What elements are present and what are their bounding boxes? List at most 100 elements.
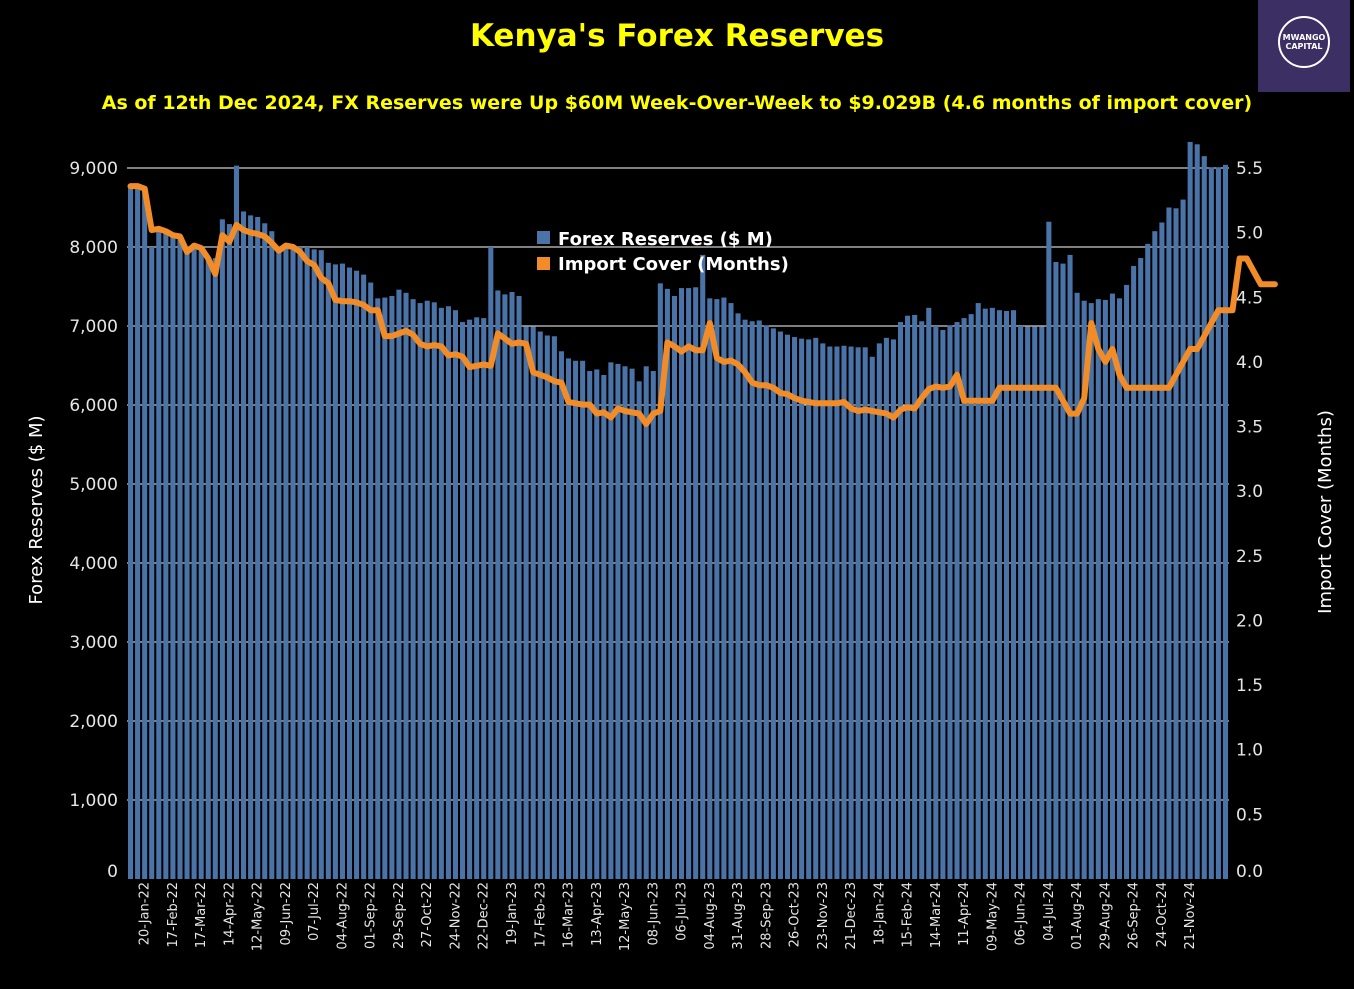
bar	[1003, 310, 1010, 879]
bar	[1081, 300, 1087, 880]
bar	[184, 250, 190, 879]
bar	[1039, 326, 1045, 879]
x-tick-label: 19-Jan-23	[505, 882, 520, 945]
bar	[1166, 207, 1172, 879]
x-tick-label: 04-Aug-22	[336, 882, 351, 950]
legend-swatch-bars	[537, 231, 550, 244]
y-tick-label: 9,000	[69, 159, 118, 179]
bar	[848, 346, 854, 879]
bar	[361, 274, 367, 879]
bar	[516, 295, 522, 880]
y2-tick-label: 1.0	[1236, 741, 1263, 761]
bar	[841, 345, 847, 879]
y2-tick-label: 3.5	[1236, 418, 1263, 438]
bar	[573, 360, 579, 879]
bar	[1088, 303, 1094, 880]
bar	[1187, 141, 1193, 879]
x-tick-label: 01-Sep-22	[364, 882, 379, 949]
bar	[1215, 167, 1221, 879]
bar	[163, 230, 169, 879]
bar	[820, 343, 826, 879]
import-cover-line	[127, 183, 1278, 427]
bar	[460, 322, 466, 879]
bar	[834, 346, 840, 879]
bar	[876, 343, 882, 879]
x-tick-label: 21-Nov-24	[1183, 882, 1198, 950]
bar	[368, 282, 374, 879]
bar	[339, 263, 345, 880]
bar	[671, 295, 677, 880]
bar	[629, 368, 635, 879]
bar	[481, 318, 487, 880]
x-tick-label: 21-Dec-23	[844, 882, 859, 950]
bar	[438, 307, 444, 880]
bar	[813, 337, 819, 880]
bar	[488, 247, 494, 879]
bar	[346, 267, 353, 879]
bar	[248, 215, 254, 879]
bar-series	[128, 141, 1228, 880]
bar	[940, 329, 946, 879]
brand-logo: MWANGO CAPITAL	[1258, 0, 1350, 92]
y2-tick-label: 0.0	[1236, 862, 1263, 882]
y2-axis-label: Import Cover (Months)	[1315, 410, 1336, 614]
bar	[1032, 326, 1038, 879]
bar	[396, 289, 402, 879]
bar	[255, 216, 261, 880]
bar	[325, 262, 331, 879]
bar	[664, 288, 670, 879]
bar	[777, 331, 783, 879]
bar	[474, 317, 480, 879]
bar	[233, 165, 240, 879]
bar	[890, 339, 896, 879]
bar	[530, 326, 536, 879]
bar	[1046, 221, 1052, 880]
x-tick-label: 04-Aug-23	[703, 882, 718, 950]
bar	[622, 366, 628, 879]
bar	[304, 247, 310, 879]
x-tick-label: 09-May-24	[985, 882, 1000, 951]
bar	[565, 358, 572, 879]
bar	[587, 371, 593, 879]
x-tick-label: 14-Mar-24	[929, 882, 944, 948]
bar	[1173, 208, 1179, 880]
x-axis-ticks: 20-Jan-22 17-Feb-22 17-Mar-22 14-Apr-22 12-M…	[138, 882, 1198, 951]
x-tick-label: 08-Jun-23	[646, 882, 661, 946]
legend-swatch-line	[537, 257, 550, 270]
y2-tick-label: 5.0	[1236, 224, 1263, 244]
bar	[912, 314, 918, 879]
bar	[551, 336, 557, 879]
logo-text-line2: CAPITAL	[1285, 42, 1323, 51]
x-tick-label: 16-Mar-23	[562, 882, 577, 948]
bar	[926, 307, 932, 880]
x-tick-label: 24-Nov-22	[449, 882, 464, 950]
bar	[509, 292, 515, 879]
x-tick-label: 27-Oct-22	[420, 882, 435, 947]
x-tick-label: 24-Oct-24	[1155, 882, 1170, 947]
bar	[679, 288, 685, 880]
bar	[382, 297, 388, 879]
y-tick-label: 8,000	[69, 238, 118, 258]
x-tick-label: 11-Apr-24	[957, 882, 972, 946]
bar	[1102, 299, 1108, 879]
bar	[1060, 263, 1066, 880]
gridlines	[127, 167, 1229, 801]
bar	[1222, 164, 1228, 880]
bar	[1095, 299, 1101, 879]
y-tick-label: 6,000	[69, 396, 118, 416]
bar	[650, 371, 656, 879]
y2-tick-label: 3.0	[1236, 482, 1263, 502]
y2-tick-label: 1.5	[1236, 676, 1263, 696]
bar	[721, 297, 727, 879]
bar	[177, 235, 183, 879]
y2-tick-label: 2.0	[1236, 611, 1263, 631]
bar	[855, 347, 861, 880]
bar	[897, 322, 904, 879]
bar	[954, 322, 960, 879]
bar	[657, 283, 663, 880]
y2-tick-label: 4.5	[1236, 288, 1263, 308]
bar	[410, 299, 416, 879]
bar	[580, 360, 586, 879]
logo-text-line1: MWANGO	[1282, 33, 1326, 42]
